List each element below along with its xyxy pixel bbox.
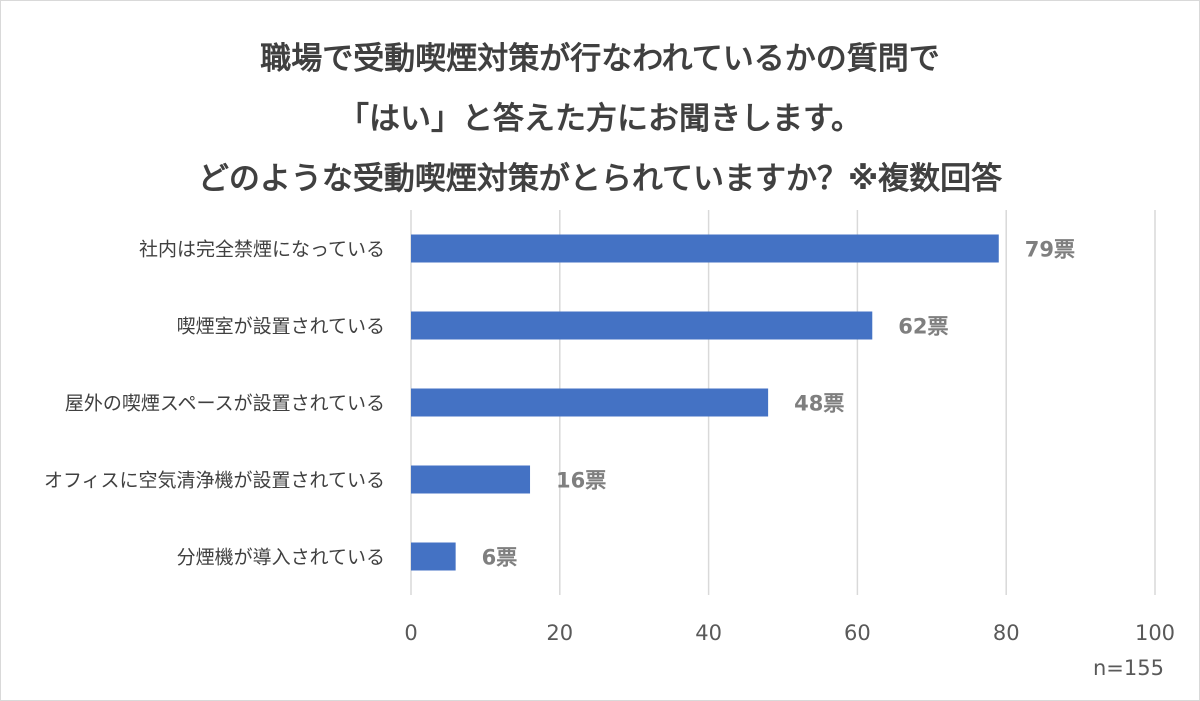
data-label-4: 16票 (556, 469, 606, 493)
x-tick-label-0: 0 (404, 621, 417, 645)
data-label-3: 48票 (794, 392, 844, 416)
bar-1 (411, 234, 999, 263)
bar-5 (411, 542, 456, 571)
chart-title-line-1: 職場で受動喫煙対策が行なわれているかの質問で (260, 41, 940, 77)
x-tick-label-20: 20 (546, 621, 573, 645)
x-tick-label-40: 40 (695, 621, 722, 645)
category-label-2: 喫煙室が設置されている (177, 316, 385, 338)
chart-title-line-2: 「はい」と答えた方にお聞きします。 (338, 101, 862, 137)
data-label-1: 79票 (1025, 238, 1075, 262)
bar-2 (411, 311, 873, 340)
bar-4 (411, 465, 531, 494)
category-label-5: 分煙機が導入されている (177, 547, 385, 569)
chart-title-line-3: どのような受動喫煙対策がとられていますか？※複数回答 (197, 161, 1003, 197)
category-label-1: 社内は完全禁煙になっている (139, 239, 385, 261)
bar-3 (411, 388, 769, 417)
x-tick-label-100: 100 (1135, 621, 1175, 645)
sample-size-note: n=155 (1093, 656, 1164, 680)
category-label-4: オフィスに空気清浄機が設置されている (44, 470, 385, 492)
data-label-5: 6票 (482, 546, 518, 570)
x-tick-label-80: 80 (993, 621, 1020, 645)
x-tick-label-60: 60 (844, 621, 871, 645)
category-label-3: 屋外の喫煙スペースが設置されている (65, 393, 385, 415)
data-label-2: 62票 (898, 315, 948, 339)
